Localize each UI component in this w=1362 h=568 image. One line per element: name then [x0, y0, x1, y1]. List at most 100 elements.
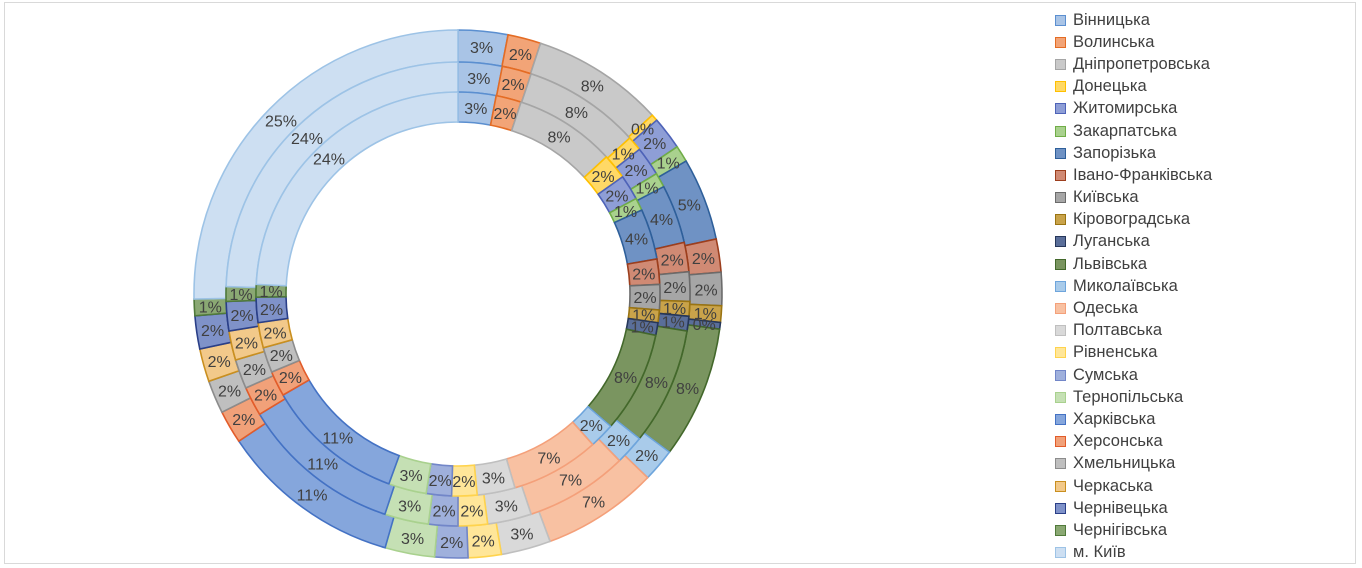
legend-item: Кіровоградська — [1055, 209, 1212, 231]
legend-item: Черкаська — [1055, 475, 1212, 497]
legend-swatch — [1055, 502, 1066, 514]
ring-1-data-label-3: 8% — [581, 79, 604, 96]
ring-3-data-label-2: 2% — [493, 106, 516, 123]
ring-1-data-label-1: 3% — [470, 40, 493, 57]
ring-2-data-label-3: 8% — [565, 105, 588, 122]
legend-label: Кіровоградська — [1073, 210, 1190, 229]
ring-2-data-label-20: 2% — [254, 387, 277, 404]
legend-item: Харківська — [1055, 408, 1212, 430]
legend-label: Луганська — [1073, 232, 1150, 251]
ring-1-data-label-2: 2% — [509, 47, 532, 64]
legend-swatch — [1055, 36, 1066, 48]
ring-1-data-label-24: 1% — [199, 300, 222, 317]
ring-1-data-label-14: 7% — [582, 495, 605, 512]
legend-label: Донецька — [1073, 77, 1147, 96]
ring-1-data-label-8: 2% — [692, 251, 715, 268]
ring-3-data-label-19: 11% — [322, 430, 353, 447]
ring-3-data-label-21: 2% — [270, 348, 293, 365]
legend-swatch — [1055, 14, 1066, 26]
legend-swatch — [1055, 547, 1066, 559]
legend-item: м. Київ — [1055, 542, 1212, 564]
ring-2-data-label-12: 8% — [645, 375, 668, 392]
ring-2-data-label-21: 2% — [243, 362, 266, 379]
ring-3-data-label-17: 2% — [429, 473, 452, 490]
legend-item: Київська — [1055, 187, 1212, 209]
ring-2-data-label-17: 2% — [433, 504, 456, 521]
legend-swatch — [1055, 81, 1066, 93]
legend-label: Львівська — [1073, 254, 1148, 273]
legend-label: м. Київ — [1073, 543, 1126, 562]
legend-item: Тернопільська — [1055, 386, 1212, 408]
legend-swatch — [1055, 347, 1066, 359]
legend-swatch — [1055, 258, 1066, 270]
legend-label: Сумська — [1073, 365, 1138, 384]
legend-swatch — [1055, 169, 1066, 181]
ring-2-data-label-18: 3% — [398, 499, 421, 516]
legend-label: Чернівецька — [1073, 498, 1168, 517]
ring-1-data-label-12: 8% — [676, 381, 699, 398]
legend-item: Волинська — [1055, 31, 1212, 53]
legend-label: Запорізька — [1073, 143, 1157, 162]
ring-2-data-label-19: 11% — [307, 457, 338, 474]
legend-swatch — [1055, 413, 1066, 425]
ring-3-data-label-8: 2% — [632, 266, 655, 283]
ring-2-data-label-14: 7% — [559, 473, 582, 490]
ring-2-data-label-2: 2% — [501, 77, 524, 94]
legend-swatch — [1055, 436, 1066, 448]
legend-item: Полтавська — [1055, 320, 1212, 342]
legend-label: Вінницька — [1073, 10, 1150, 29]
legend-swatch — [1055, 214, 1066, 226]
legend-label: Дніпропетровська — [1073, 54, 1210, 73]
ring-2-data-label-24: 1% — [229, 287, 252, 304]
ring-1-data-label-22: 2% — [208, 354, 231, 371]
legend-item: Львівська — [1055, 253, 1212, 275]
legend-swatch — [1055, 280, 1066, 292]
ring-1-data-label-19: 11% — [297, 488, 328, 505]
legend-item: Закарпатська — [1055, 120, 1212, 142]
ring-1-data-label-16: 2% — [472, 534, 495, 551]
legend-label: Чернігівська — [1073, 520, 1167, 539]
legend-swatch — [1055, 458, 1066, 470]
ring-3-data-label-4: 2% — [592, 169, 615, 186]
ring-1-data-label-5: 2% — [643, 136, 666, 153]
legend-label: Херсонська — [1073, 432, 1163, 451]
legend-label: Тернопільська — [1073, 387, 1184, 406]
legend-item: Дніпропетровська — [1055, 53, 1212, 75]
ring-2-data-label-10: 1% — [663, 301, 686, 318]
ring-3-data-label-10: 1% — [632, 308, 655, 325]
ring-1-data-label-4: 0% — [631, 121, 654, 138]
ring-2-data-label-4: 1% — [612, 146, 635, 163]
ring-3-data-label-14: 7% — [537, 450, 560, 467]
ring-3-data-label-1: 3% — [464, 101, 487, 118]
ring-3-data-label-15: 3% — [482, 471, 505, 488]
legend-item: Луганська — [1055, 231, 1212, 253]
ring-1-data-label-18: 3% — [401, 531, 424, 548]
legend-swatch — [1055, 524, 1066, 536]
legend-item: Донецька — [1055, 76, 1212, 98]
ring-2-data-label-6: 1% — [636, 181, 659, 198]
legend-label: Івано-Франківська — [1073, 165, 1213, 184]
ring-3-data-label-23: 2% — [260, 302, 283, 319]
ring-3-data-label-5: 2% — [605, 188, 628, 205]
legend-swatch — [1055, 480, 1066, 492]
legend-item: Вінницька — [1055, 9, 1212, 31]
legend-swatch — [1055, 391, 1066, 403]
legend-swatch — [1055, 147, 1066, 159]
ring-1-data-label-20: 2% — [232, 412, 255, 429]
ring-2-data-label-16: 2% — [460, 504, 483, 521]
ring-3-data-label-25: 24% — [313, 152, 345, 169]
legend-label: Миколаївська — [1073, 276, 1178, 295]
ring-1-data-label-15: 3% — [510, 527, 533, 544]
ring-3-data-label-9: 2% — [633, 290, 656, 307]
legend-label: Одеська — [1073, 299, 1138, 318]
ring-2-data-label-13: 2% — [607, 433, 630, 450]
legend-item: Чернівецька — [1055, 497, 1212, 519]
legend-item: Чернігівська — [1055, 519, 1212, 541]
ring-1-data-label-25: 25% — [265, 113, 297, 130]
ring-3-data-label-6: 1% — [614, 204, 637, 221]
ring-1-data-label-21: 2% — [218, 384, 241, 401]
ring-2-data-label-9: 2% — [663, 280, 686, 297]
ring-3-data-label-22: 2% — [263, 325, 286, 342]
ring-2-data-label-8: 2% — [661, 252, 684, 269]
